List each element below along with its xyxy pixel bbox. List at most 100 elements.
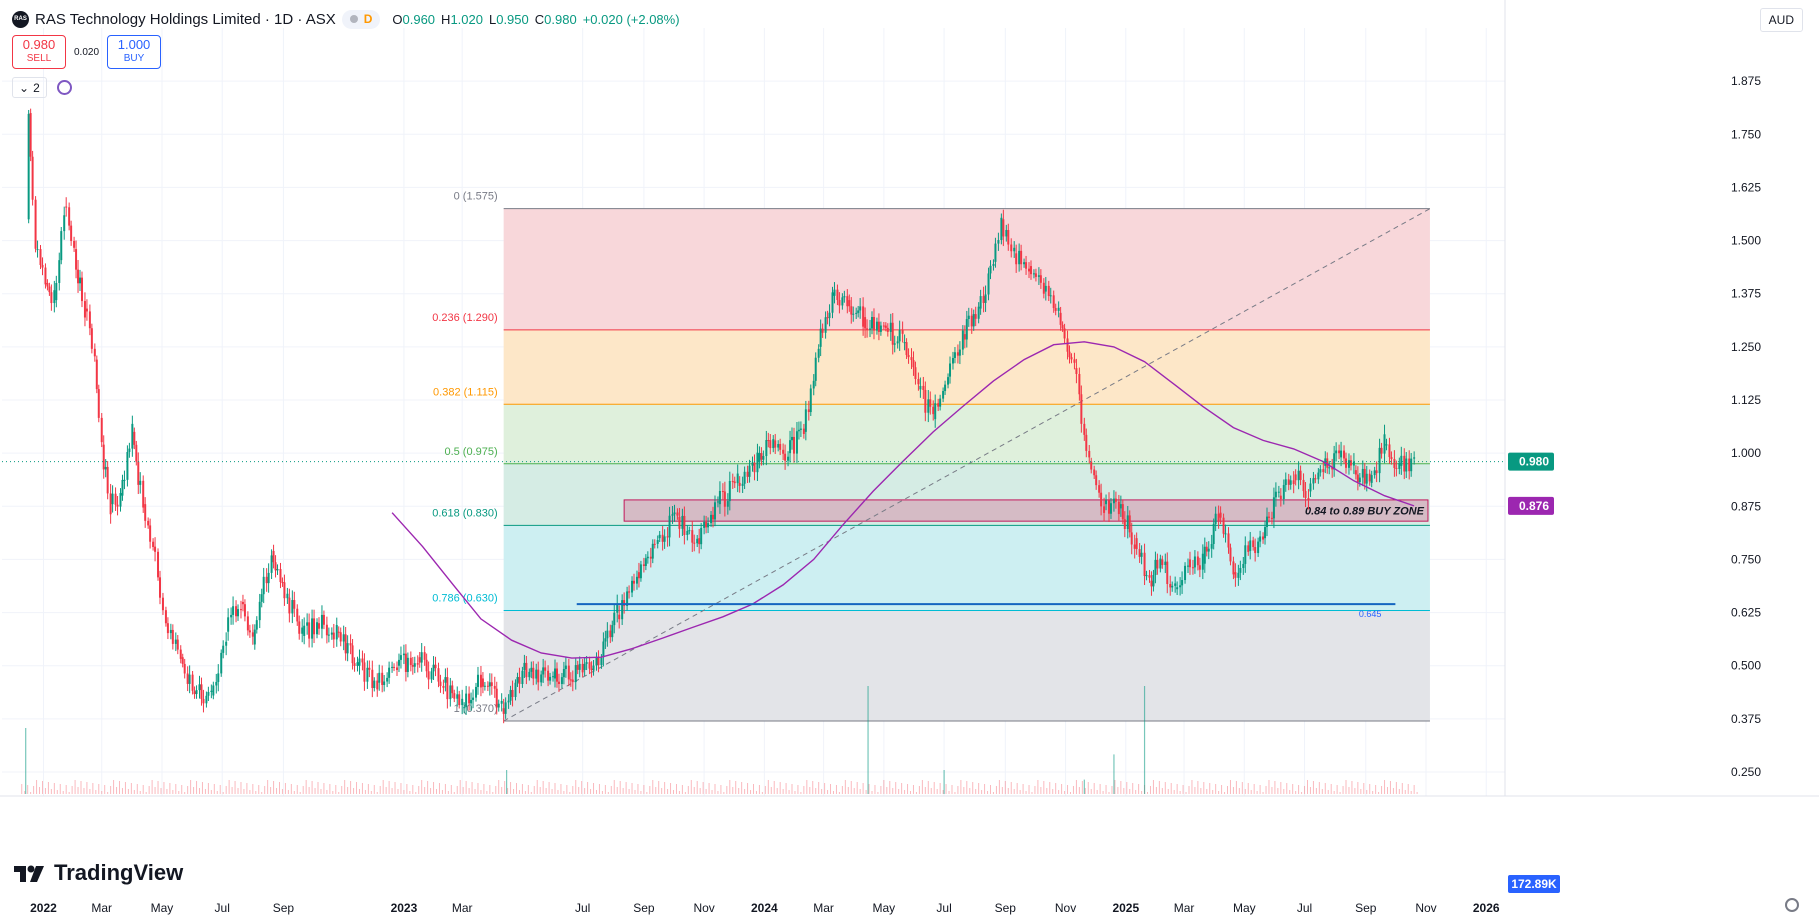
candle-body xyxy=(1078,373,1081,395)
candle-body xyxy=(514,682,517,697)
candle-body xyxy=(585,662,588,664)
sell-price: 0.980 xyxy=(22,37,56,52)
tradingview-logo: TradingView xyxy=(14,860,183,886)
candle-body xyxy=(1000,217,1003,241)
candle-body xyxy=(262,576,265,595)
candle-body xyxy=(658,534,661,539)
indicators-toggle[interactable]: ⌄ 2 xyxy=(12,77,47,98)
candle-body xyxy=(989,265,992,274)
candle-body xyxy=(1039,275,1042,283)
candle-body xyxy=(1349,460,1352,466)
candle-body xyxy=(564,665,567,670)
candle-body xyxy=(166,623,169,634)
candle-body xyxy=(1207,548,1210,552)
candle-body xyxy=(1257,541,1260,554)
candle-body xyxy=(399,655,402,660)
candle-body xyxy=(784,453,787,461)
candle-body xyxy=(554,668,557,679)
candle-body xyxy=(1013,247,1016,252)
gear-icon[interactable] xyxy=(1785,898,1799,912)
candle-body xyxy=(215,681,218,686)
time-axis-tick: Mar xyxy=(1174,901,1195,915)
candle-body xyxy=(974,314,977,319)
candle-body xyxy=(1358,477,1361,483)
candle-body xyxy=(93,348,96,357)
candle-body xyxy=(100,417,103,443)
candle-body xyxy=(592,665,595,671)
candle-body xyxy=(812,380,815,389)
candle-body xyxy=(406,657,409,672)
candle-body xyxy=(1343,450,1346,459)
change-value: +0.020 (+2.08%) xyxy=(582,11,680,27)
candle-body xyxy=(1326,458,1329,468)
candle-body xyxy=(912,360,915,368)
candle-body xyxy=(88,311,91,329)
candle-body xyxy=(63,215,66,232)
interval-pill[interactable]: D xyxy=(341,9,381,29)
candle-body xyxy=(1354,470,1357,475)
candle-body xyxy=(949,363,952,377)
candle-body xyxy=(1201,553,1204,570)
candle-body xyxy=(255,620,258,630)
candle-body xyxy=(1292,480,1295,485)
candle-body xyxy=(1169,583,1172,588)
candle-body xyxy=(502,708,505,714)
candle-body xyxy=(544,667,547,671)
interval-badge: D xyxy=(363,12,373,26)
candle-body xyxy=(202,698,205,704)
sync-icon[interactable] xyxy=(56,80,72,95)
candle-body xyxy=(848,300,851,307)
currency-selector[interactable]: AUD xyxy=(1759,8,1803,32)
support-line-label: 0.645 xyxy=(1359,609,1382,619)
buy-button[interactable]: 1.000 BUY xyxy=(107,35,162,69)
candle-body xyxy=(1098,485,1101,493)
candle-body xyxy=(449,685,452,700)
candle-body xyxy=(877,321,880,332)
candle-body xyxy=(994,243,997,262)
candle-body xyxy=(97,389,100,418)
price-axis-tick: 1.250 xyxy=(1731,340,1761,354)
candle-body xyxy=(852,313,855,315)
candle-body xyxy=(434,664,437,669)
candle-body xyxy=(272,550,275,563)
candle-body xyxy=(179,649,182,659)
candle-body xyxy=(1249,540,1252,551)
candle-body xyxy=(631,580,634,593)
candle-body xyxy=(251,632,254,637)
candle-body xyxy=(1196,556,1199,566)
candle-body xyxy=(583,663,586,670)
candle-body xyxy=(279,568,282,583)
candle-body xyxy=(1312,478,1315,484)
candle-body xyxy=(1123,519,1126,530)
candle-body xyxy=(159,577,162,598)
symbol-title[interactable]: RAS Technology Holdings Limited · 1D · A… xyxy=(35,10,336,28)
candle-body xyxy=(828,312,831,318)
candle-body xyxy=(205,695,208,704)
candle-body xyxy=(1385,444,1388,446)
candle-body xyxy=(929,399,932,407)
candle-body xyxy=(824,317,827,333)
candle-body xyxy=(308,622,311,639)
candle-body xyxy=(882,325,885,327)
candle-body xyxy=(507,700,510,703)
candle-body xyxy=(1193,556,1196,568)
candle-body xyxy=(623,600,626,606)
candle-body xyxy=(322,614,325,625)
candle-body xyxy=(388,667,391,678)
brand-name: TradingView xyxy=(54,860,184,885)
candle-body xyxy=(468,693,471,704)
candle-body xyxy=(782,449,785,454)
candle-body xyxy=(41,265,44,268)
indicators-count: 2 xyxy=(33,80,40,95)
candle-body xyxy=(1294,474,1297,481)
price-axis-tick: 1.500 xyxy=(1731,234,1761,248)
candle-body xyxy=(1032,273,1035,275)
candle-body xyxy=(746,471,749,477)
price-axis-tick: 0.625 xyxy=(1731,606,1761,620)
candle-body xyxy=(423,652,426,660)
candle-body xyxy=(1057,307,1060,311)
sell-button[interactable]: 0.980 SELL xyxy=(12,35,66,69)
candle-body xyxy=(1383,434,1386,454)
candle-body xyxy=(1128,515,1131,533)
